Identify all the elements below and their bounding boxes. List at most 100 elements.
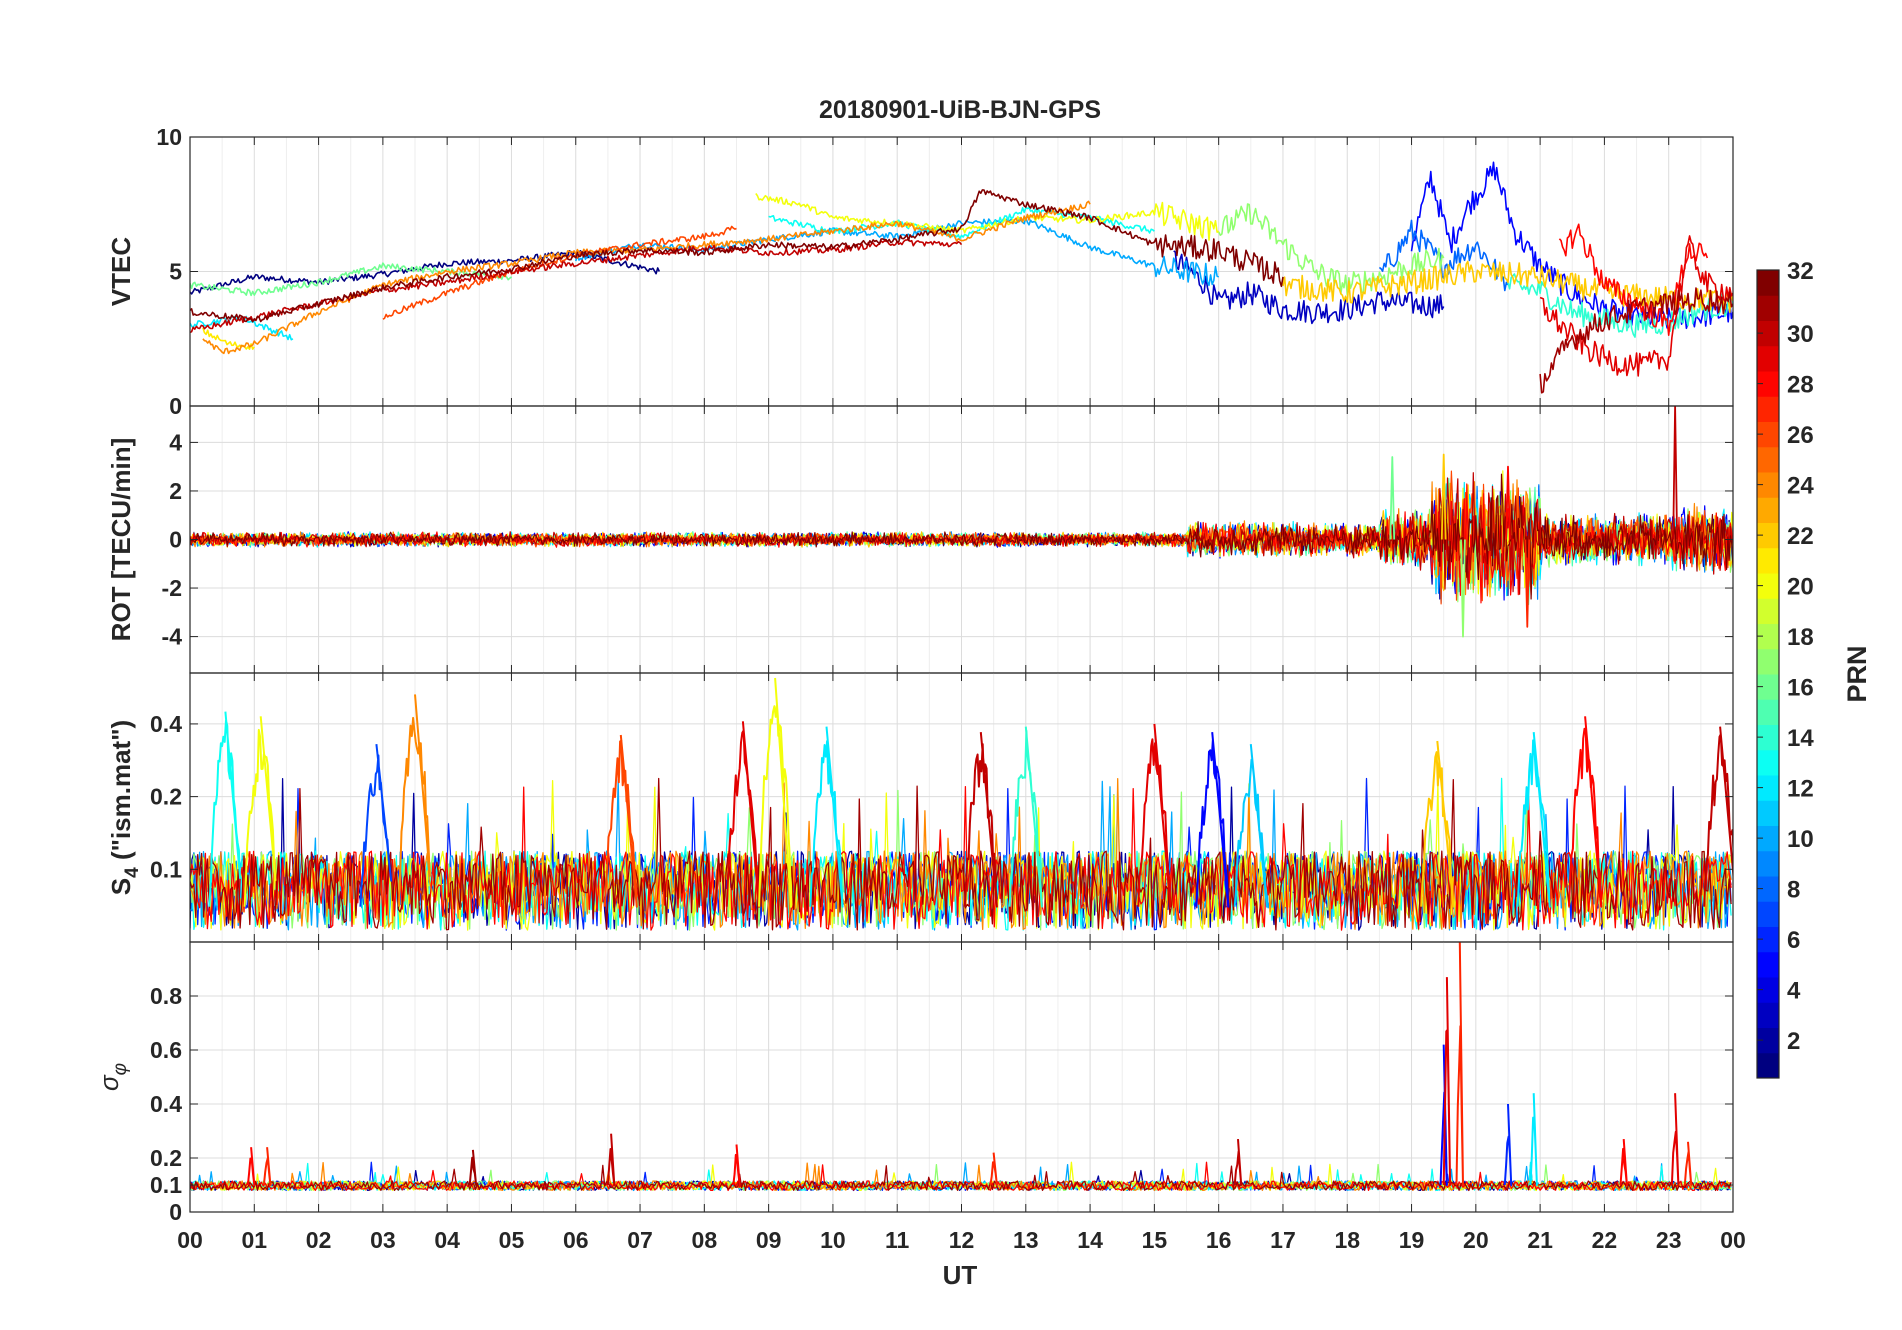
sigma-phi-peak-prn-29 (1442, 977, 1452, 1186)
y-tick-label: 0 (169, 393, 182, 419)
colorbar-swatch-12 (1757, 775, 1779, 801)
s4-peak-prn-14 (1008, 726, 1043, 908)
sigma-phi-peak-prn-12 (1529, 1093, 1538, 1186)
rot-peak-prn-16 (1389, 456, 1396, 540)
y-axis-label: σφ (94, 1063, 131, 1091)
s4-peak-prn-28 (1568, 716, 1603, 908)
colorbar-tick-label: 20 (1787, 574, 1814, 601)
x-tick-label: 17 (1270, 1227, 1296, 1253)
x-tick-label: 07 (627, 1227, 653, 1253)
y-axis-label: S4 ("ism.mat") (106, 720, 143, 895)
x-tick-label: 03 (370, 1227, 396, 1253)
y-tick-label: 0 (169, 527, 182, 553)
x-tick-label: 04 (434, 1227, 460, 1253)
x-tick-label: 23 (1656, 1227, 1682, 1253)
x-tick-label: 21 (1527, 1227, 1553, 1253)
vtec-series-prn-26 (382, 225, 737, 320)
x-tick-label: 19 (1399, 1227, 1425, 1253)
colorbar-tick-label: 28 (1787, 372, 1814, 399)
y-tick-label: 0.8 (150, 983, 182, 1009)
rot-peak-prn-27 (1524, 539, 1531, 628)
sigma-phi-peak-prn-27 (989, 1152, 998, 1186)
colorbar-swatch-9 (1757, 850, 1779, 877)
colorbar-swatch-3 (1757, 1002, 1779, 1028)
s4-peak-prn-5 (1195, 732, 1230, 908)
colorbar-swatch-1 (1757, 1052, 1779, 1079)
s4-peak-prn-20 (758, 677, 793, 908)
y-axis-label: ROT [TECU/min] (106, 438, 136, 642)
vtec-series-prn-17 (1217, 203, 1445, 296)
sigma-phi-peak-prn-30 (606, 1133, 616, 1186)
sigma-phi-peak-prn-28 (732, 1144, 741, 1186)
vtec-series-prn-31 (1539, 287, 1733, 394)
panel-sigma-phi: 00.10.2 0.4 0.6 0.8 σφ (94, 941, 1734, 1225)
y-tick-label: 0.4 (150, 1091, 182, 1117)
colorbar-swatch-25 (1757, 446, 1779, 473)
x-tick-label: 11 (885, 1227, 910, 1253)
vtec-series-prn-32 (190, 189, 1284, 323)
x-tick-label: 16 (1206, 1227, 1232, 1253)
colorbar-swatch-13 (1757, 749, 1779, 776)
x-tick-label: 20 (1463, 1227, 1489, 1253)
sigma-phi-peak-prn-27 (1455, 942, 1464, 1186)
colorbar-label: PRN (1842, 645, 1872, 702)
colorbar-tick-label: 14 (1787, 725, 1814, 752)
s4-series-prn-31 (190, 777, 1732, 931)
colorbar-swatch-18 (1757, 623, 1779, 650)
colorbar-swatch-17 (1757, 648, 1779, 675)
s4-peak-prn-20 (243, 716, 277, 907)
colorbar-swatch-10 (1757, 825, 1779, 852)
colorbar-tick-label: 22 (1787, 523, 1814, 550)
s4-peak-prn-26 (603, 734, 638, 908)
sigma-phi-peak-prn-28 (246, 1147, 256, 1186)
sigma-phi-peak-prn-6 (1503, 1103, 1513, 1186)
colorbar-swatch-28 (1757, 371, 1779, 397)
plot-area (190, 677, 1733, 931)
plot-area (190, 161, 1733, 394)
x-tick-label: 06 (563, 1227, 589, 1253)
y-tick-label: 0.1 (150, 856, 182, 882)
colorbar-tick-label: 4 (1787, 978, 1801, 1005)
sigma-phi-peak-prn-27 (262, 1147, 272, 1186)
y-tick-label: -4 (162, 624, 183, 650)
y-tick-label: 0.6 (150, 1037, 182, 1063)
colorbar-swatch-15 (1757, 699, 1779, 725)
x-tick-label: 01 (241, 1227, 267, 1253)
y-tick-label: 0.4 (150, 711, 182, 737)
x-tick-label: 02 (306, 1227, 332, 1253)
colorbar-swatch-29 (1757, 345, 1779, 372)
colorbar-swatch-24 (1757, 472, 1779, 498)
colorbar-tick-label: 16 (1787, 675, 1814, 702)
x-tick-label: 05 (499, 1227, 525, 1253)
x-tick-label: 10 (820, 1227, 846, 1253)
sigma-phi-series-prn-28 (190, 1161, 1732, 1192)
colorbar-swatch-32 (1757, 270, 1779, 296)
colorbar-swatch-19 (1757, 598, 1779, 624)
colorbar-tick-label: 32 (1787, 258, 1814, 285)
x-tick-label: 15 (1142, 1227, 1168, 1253)
figure-title: 20180901-UiB-BJN-GPS (819, 96, 1101, 124)
panel-s4: 0.1 0.2 0.4 S4 ("ism.mat") (106, 672, 1734, 943)
sigma-phi-peak-prn-27 (1683, 1141, 1693, 1186)
y-tick-label: 0.1 (150, 1172, 182, 1198)
colorbar-swatch-23 (1757, 497, 1779, 523)
s4-peak-prn-13 (208, 711, 242, 907)
rot-peak-prn-22 (1440, 453, 1447, 540)
s4-peak-prn-12 (809, 726, 844, 908)
plot-area (190, 406, 1733, 638)
s4-peak-prn-11 (1233, 744, 1268, 908)
colorbar-tick-label: 12 (1787, 776, 1814, 803)
rot-series-prn-30 (190, 472, 1733, 595)
s4-peak-prn-30 (1703, 726, 1733, 907)
x-tick-label: 00 (1720, 1227, 1746, 1253)
x-tick-label: 12 (949, 1227, 975, 1253)
vtec-series-prn-22 (1282, 260, 1733, 314)
vtec-series-prn-21 (202, 327, 255, 350)
y-tick-label: 2 (169, 478, 182, 504)
colorbar-frame (1756, 269, 1780, 1079)
colorbar-tick-label: 2 (1787, 1028, 1800, 1055)
x-tick-label: 00 (177, 1227, 203, 1253)
colorbar-swatch-27 (1757, 396, 1779, 422)
grid (189, 942, 1734, 1212)
